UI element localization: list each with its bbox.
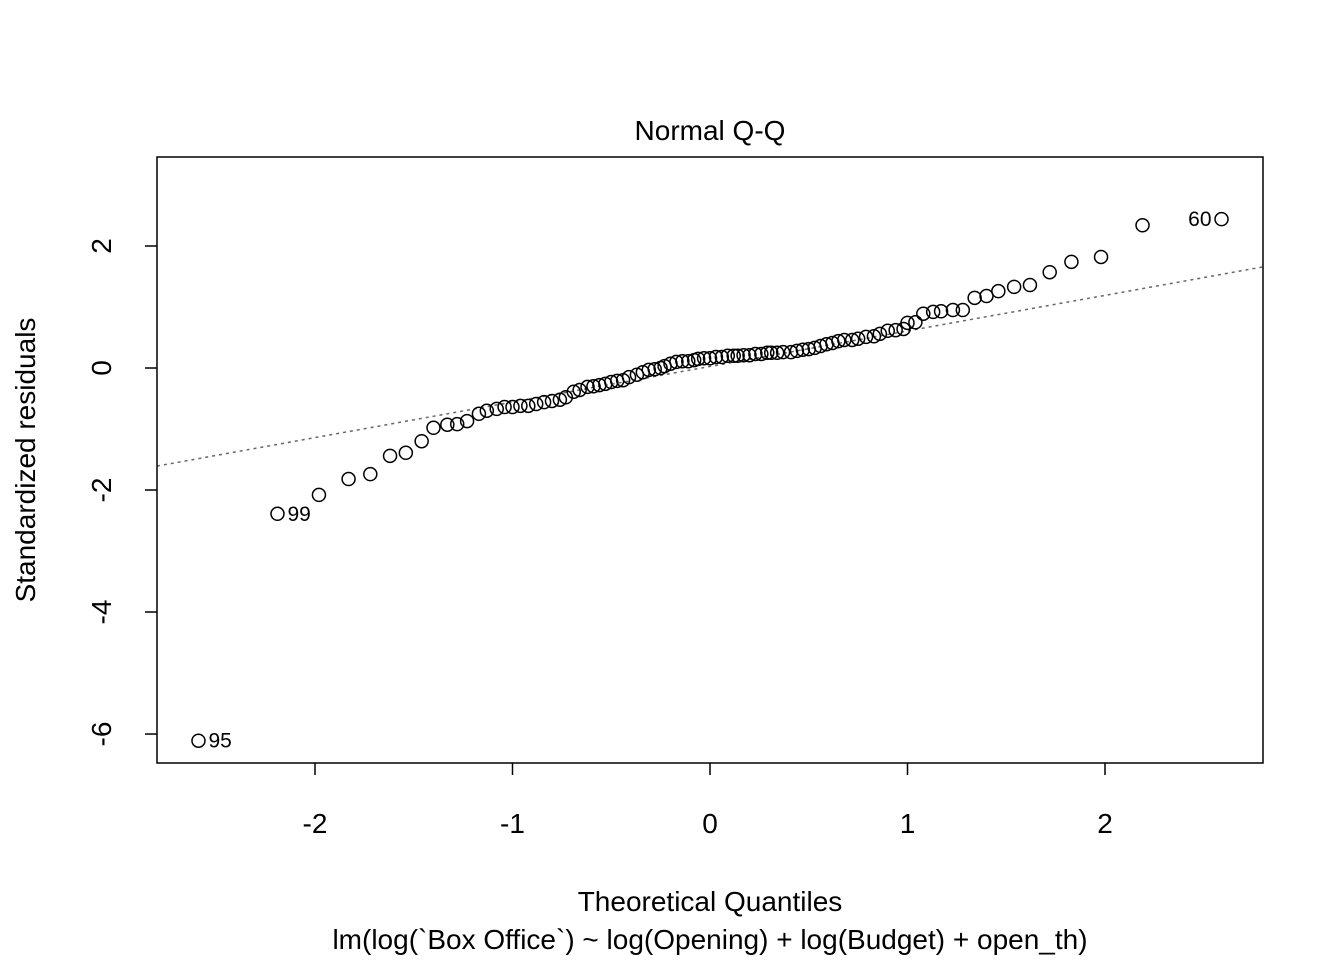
point	[880, 323, 895, 339]
point	[872, 326, 888, 342]
point	[702, 350, 718, 366]
point	[449, 416, 465, 432]
point	[769, 345, 785, 361]
point	[536, 394, 552, 410]
point	[558, 390, 574, 405]
point	[967, 290, 982, 306]
point	[775, 344, 791, 360]
point	[708, 349, 724, 365]
point	[479, 403, 495, 418]
point	[945, 302, 961, 318]
reference-line	[157, 266, 1263, 467]
point-label: 99	[287, 503, 310, 526]
point	[621, 369, 637, 385]
point	[382, 448, 398, 464]
chart-title: Normal Q-Q	[635, 115, 786, 146]
point	[1135, 218, 1150, 233]
subtitle: lm(log(`Box Office`) ~ log(Opening) + lo…	[332, 924, 1087, 955]
point	[641, 362, 657, 378]
point	[604, 374, 619, 390]
point	[1093, 249, 1109, 265]
x-tick-label: -1	[500, 808, 525, 839]
point	[270, 506, 285, 522]
point	[363, 466, 378, 482]
point	[844, 332, 860, 348]
point	[1006, 279, 1022, 295]
x-tick-label: -2	[303, 808, 328, 839]
point	[311, 487, 327, 503]
point	[696, 350, 712, 366]
x-tick-label: 2	[1097, 808, 1113, 839]
point	[955, 302, 971, 318]
x-axis-label: Theoretical Quantiles	[578, 886, 843, 917]
point	[669, 354, 684, 370]
point	[497, 399, 512, 415]
point	[736, 347, 751, 363]
point	[795, 342, 811, 357]
point	[544, 393, 560, 409]
point	[341, 471, 356, 487]
point	[572, 382, 587, 398]
point	[459, 413, 475, 429]
point	[754, 346, 769, 362]
point	[647, 361, 662, 377]
point	[908, 315, 923, 330]
point	[979, 288, 994, 304]
point	[1064, 254, 1079, 270]
point	[888, 322, 903, 338]
point	[925, 304, 941, 320]
point	[398, 445, 414, 461]
point	[730, 348, 745, 364]
point	[742, 347, 757, 363]
point	[528, 396, 544, 412]
point	[991, 283, 1006, 299]
point	[720, 348, 736, 364]
point	[1022, 277, 1038, 293]
point	[1042, 264, 1057, 280]
point	[850, 331, 866, 346]
y-tick-label: 2	[86, 238, 117, 254]
point	[763, 345, 779, 361]
y-tick-label: -6	[86, 722, 117, 747]
point	[513, 398, 528, 414]
point	[726, 348, 741, 364]
y-tick-label: -2	[86, 478, 117, 503]
point	[916, 306, 931, 321]
point	[760, 345, 775, 361]
point	[714, 349, 730, 365]
point	[1214, 211, 1229, 227]
point	[900, 315, 915, 331]
point	[858, 329, 874, 345]
y-tick-label: 0	[86, 360, 117, 376]
point	[933, 304, 949, 319]
y-axis-label: Standardized residuals	[10, 318, 41, 603]
point	[566, 384, 581, 400]
point	[580, 379, 595, 395]
point	[414, 433, 429, 449]
x-tick-label: 1	[900, 808, 916, 839]
point	[440, 417, 455, 432]
point	[191, 733, 206, 748]
point	[675, 354, 690, 369]
point	[471, 406, 487, 422]
point	[489, 401, 504, 417]
point-label: 95	[208, 730, 231, 753]
x-tick-label: 0	[702, 808, 718, 839]
point	[831, 333, 846, 349]
point	[521, 398, 536, 414]
point-label: 60	[1188, 208, 1211, 231]
point	[505, 399, 520, 415]
plot-frame	[156, 156, 1264, 764]
point	[748, 346, 763, 362]
point	[681, 354, 696, 369]
y-tick-label: -4	[86, 600, 117, 625]
point	[426, 420, 441, 436]
point	[837, 332, 852, 348]
point	[789, 343, 805, 359]
point	[690, 351, 706, 367]
